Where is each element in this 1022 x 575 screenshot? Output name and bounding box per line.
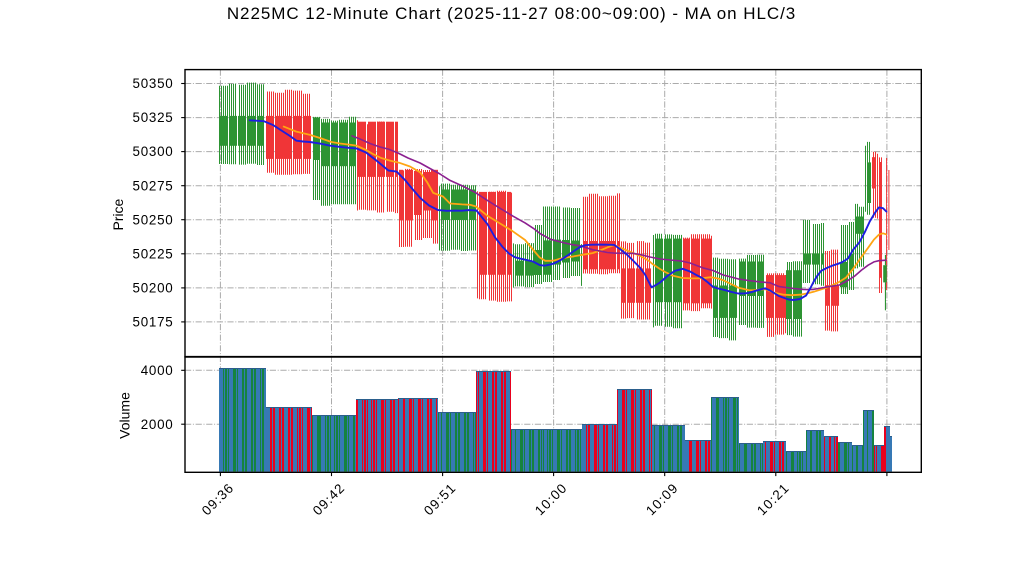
svg-text:50275: 50275 xyxy=(133,178,174,193)
svg-text:50300: 50300 xyxy=(133,144,174,159)
svg-text:Volume: Volume xyxy=(117,392,133,439)
svg-text:50325: 50325 xyxy=(133,110,174,125)
svg-text:50225: 50225 xyxy=(133,246,174,261)
svg-text:4000: 4000 xyxy=(141,363,174,378)
svg-text:2000: 2000 xyxy=(141,417,174,432)
svg-text:50250: 50250 xyxy=(133,212,174,227)
svg-text:50200: 50200 xyxy=(133,280,174,295)
svg-text:50175: 50175 xyxy=(133,315,174,330)
svg-text:50350: 50350 xyxy=(133,76,174,91)
svg-text:N225MC 12-Minute Chart (2025-1: N225MC 12-Minute Chart (2025-11-27 08:00… xyxy=(227,4,796,23)
svg-text:Price: Price xyxy=(110,198,126,230)
